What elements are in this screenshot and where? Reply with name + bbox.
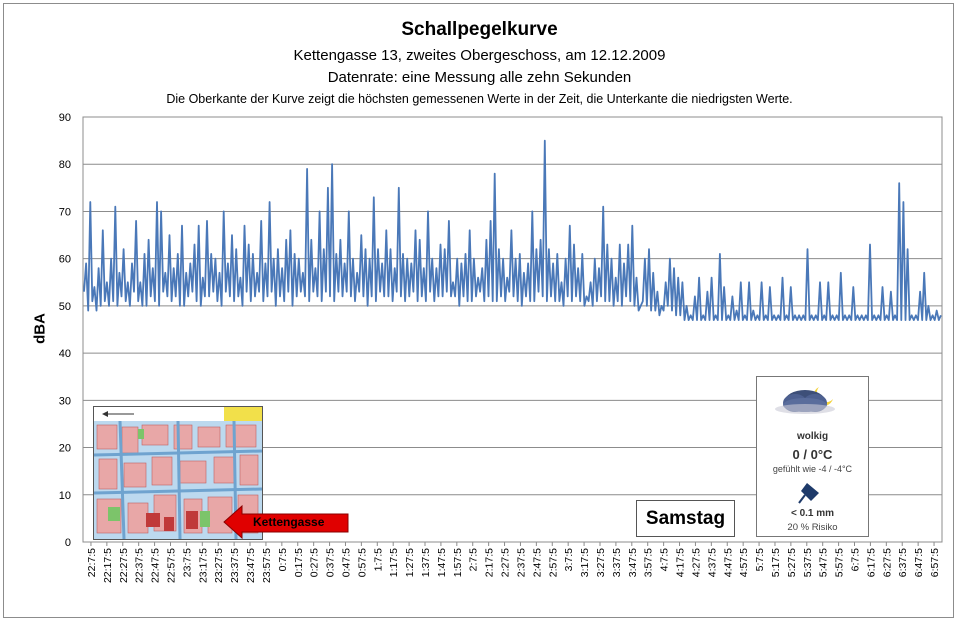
weather-rain-risk: 20 % Risiko: [787, 522, 838, 533]
x-tick-label: 5:47:5: [818, 548, 830, 577]
y-tick-label: 30: [59, 395, 71, 407]
x-tick-label: 2:37:5: [515, 548, 527, 577]
x-tick-label: 3:57:5: [643, 548, 655, 577]
weather-condition: wolkig: [796, 431, 829, 442]
y-tick-label: 0: [65, 537, 71, 549]
x-tick-label: 4:7:5: [659, 548, 671, 572]
x-tick-label: 4:17:5: [675, 548, 687, 577]
x-tick-label: 2:47:5: [531, 548, 543, 577]
street-label: Kettengasse: [253, 515, 325, 529]
x-tick-label: 0:57:5: [356, 548, 368, 577]
x-tick-label: 23:37:5: [229, 548, 241, 583]
x-tick-label: 23:7:5: [181, 548, 193, 577]
y-tick-label: 80: [59, 159, 71, 171]
x-tick-label: 22:37:5: [134, 548, 146, 583]
x-tick-label: 6:7:5: [850, 548, 862, 572]
y-tick-label: 70: [59, 206, 71, 218]
x-tick-label: 0:27:5: [309, 548, 321, 577]
x-tick-label: 3:27:5: [595, 548, 607, 577]
y-tick-label: 50: [59, 301, 71, 313]
x-tick-label: 2:57:5: [547, 548, 559, 577]
x-tick-label: 5:57:5: [834, 548, 846, 577]
x-tick-label: 1:27:5: [404, 548, 416, 577]
x-tick-label: 0:37:5: [325, 548, 337, 577]
y-tick-label: 20: [59, 443, 71, 455]
day-label: Samstag: [636, 500, 735, 537]
x-tick-label: 22:27:5: [118, 548, 130, 583]
x-tick-label: 5:7:5: [754, 548, 766, 572]
x-tick-label: 23:47:5: [245, 548, 257, 583]
x-tick-label: 1:17:5: [388, 548, 400, 577]
umbrella-icon: [798, 483, 819, 504]
y-tick-label: 60: [59, 254, 71, 266]
weather-temperature: 0 / 0°C: [792, 447, 833, 462]
x-tick-label: 3:47:5: [627, 548, 639, 577]
x-tick-label: 4:47:5: [722, 548, 734, 577]
x-tick-label: 23:27:5: [213, 548, 225, 583]
x-tick-label: 22:57:5: [165, 548, 177, 583]
x-tick-label: 2:17:5: [484, 548, 496, 577]
chart-title: Schallpegelkurve: [401, 19, 558, 40]
x-tick-label: 2:7:5: [468, 548, 480, 572]
y-tick-label: 10: [59, 490, 71, 502]
x-tick-label: 5:17:5: [770, 548, 782, 577]
x-tick-label: 1:47:5: [436, 548, 448, 577]
x-tick-label: 0:7:5: [277, 548, 289, 572]
cloud-moon-icon: [775, 387, 835, 414]
x-tick-label: 3:7:5: [563, 548, 575, 572]
x-tick-label: 6:37:5: [897, 548, 909, 577]
x-tick-label: 1:7:5: [372, 548, 384, 572]
location-arrow: [222, 504, 352, 540]
x-tick-label: 22:47:5: [150, 548, 162, 583]
x-tick-label: 6:17:5: [865, 548, 877, 577]
plot-area: [82, 116, 943, 543]
x-tick-label: 1:37:5: [420, 548, 432, 577]
y-tick-label: 90: [59, 112, 71, 124]
weather-widget: wolkig 0 / 0°C gefühlt wie -4 / -4°C < 0…: [756, 376, 869, 537]
chart-subtitle-location: Kettengasse 13, zweites Obergeschoss, am…: [293, 47, 666, 64]
street-map-inset: [93, 406, 263, 540]
x-tick-label: 0:47:5: [340, 548, 352, 577]
street-map-image: [94, 407, 262, 539]
x-tick-label: 4:57:5: [738, 548, 750, 577]
x-tick-label: 4:27:5: [690, 548, 702, 577]
x-tick-label: 1:57:5: [452, 548, 464, 577]
x-tick-label: 22:17:5: [102, 548, 114, 583]
x-tick-label: 5:27:5: [786, 548, 798, 577]
chart-note: Die Oberkante der Kurve zeigt die höchst…: [166, 92, 793, 106]
chart-frame: [3, 3, 954, 618]
x-tick-label: 22:7:5: [86, 548, 98, 577]
weather-precipitation: < 0.1 mm: [790, 508, 835, 519]
x-tick-label: 23:17:5: [197, 548, 209, 583]
weather-felt-temperature: gefühlt wie -4 / -4°C: [772, 464, 853, 474]
x-tick-label: 5:37:5: [802, 548, 814, 577]
x-tick-label: 6:57:5: [929, 548, 941, 577]
x-tick-label: 2:27:5: [500, 548, 512, 577]
x-tick-label: 6:47:5: [913, 548, 925, 577]
x-tick-label: 3:17:5: [579, 548, 591, 577]
x-tick-label: 23:57:5: [261, 548, 273, 583]
series-line: [83, 139, 942, 321]
chart-subtitle-datarate: Datenrate: eine Messung alle zehn Sekund…: [327, 69, 632, 86]
x-tick-label: 6:27:5: [881, 548, 893, 577]
red-arrow-icon: [223, 504, 349, 540]
y-tick-label: 40: [59, 348, 71, 360]
x-tick-label: 3:37:5: [611, 548, 623, 577]
x-tick-label: 0:17:5: [293, 548, 305, 577]
x-tick-label: 4:37:5: [706, 548, 718, 577]
